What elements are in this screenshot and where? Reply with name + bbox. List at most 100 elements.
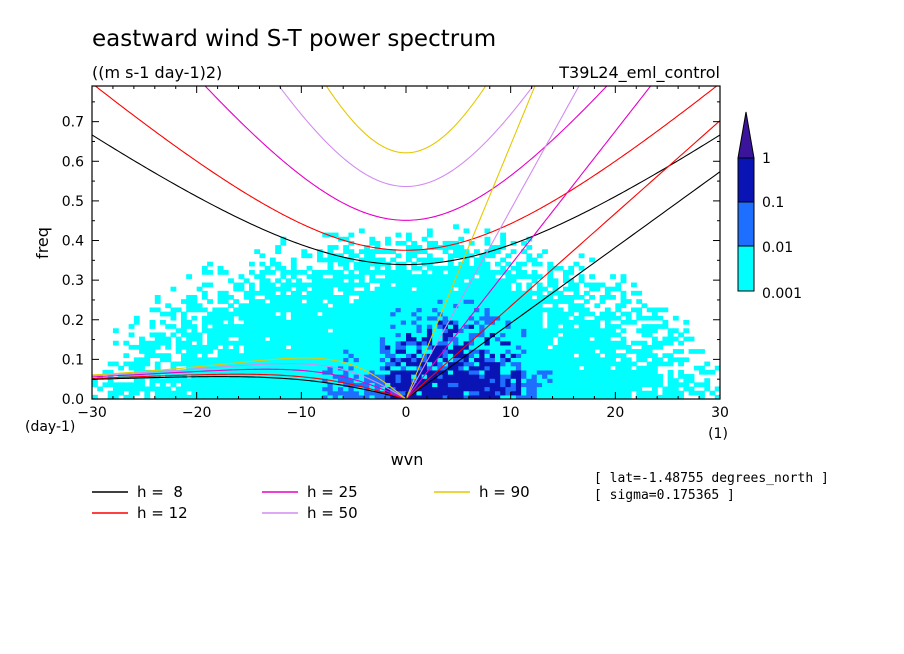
contour-cell <box>212 311 219 317</box>
contour-cell <box>306 282 313 288</box>
contour-cell <box>604 307 611 313</box>
contour-cell <box>275 357 281 363</box>
contour-cell <box>322 270 329 275</box>
contour-cell <box>484 319 491 325</box>
contour-cell <box>578 303 585 309</box>
contour-cell <box>610 394 616 399</box>
contour-cell <box>385 290 391 296</box>
contour-cell <box>447 299 454 304</box>
contour-cell <box>672 386 679 392</box>
contour-cell <box>285 357 292 363</box>
contour-cell <box>604 382 611 388</box>
contour-cell <box>385 303 391 309</box>
contour-cell <box>599 294 606 300</box>
contour-cell <box>217 265 224 271</box>
contour-cell <box>631 340 637 346</box>
contour-cell <box>636 311 643 317</box>
contour-cell <box>604 349 611 354</box>
contour-cell <box>515 315 522 321</box>
contour-cell <box>180 361 187 367</box>
contour-cell <box>411 324 418 329</box>
contour-cell <box>201 390 208 396</box>
contour-cell <box>306 311 313 317</box>
contour-cell <box>510 336 517 342</box>
contour-cell <box>667 386 674 392</box>
contour-cell <box>254 374 261 379</box>
contour-cell <box>139 361 145 367</box>
contour-cell <box>123 394 130 399</box>
contour-cell <box>416 245 423 250</box>
contour-cell <box>395 357 402 363</box>
contour-cell <box>238 282 245 288</box>
contour-cell <box>479 311 486 317</box>
contour-cell <box>636 378 643 383</box>
contour-cell <box>421 311 428 317</box>
contour-cell <box>379 349 386 354</box>
contour-cell <box>311 328 318 334</box>
contour-cell <box>175 378 182 383</box>
contour-cell <box>416 344 423 350</box>
contour-cell <box>296 394 302 399</box>
contour-cell <box>583 365 590 371</box>
contour-cell <box>479 270 486 275</box>
contour-cell <box>233 378 240 383</box>
contour-cell <box>280 311 287 317</box>
contour-cell <box>636 374 643 379</box>
contour-cell <box>301 332 308 338</box>
contour-cell <box>133 390 140 396</box>
contour-cell <box>599 382 606 388</box>
contour-cell <box>557 319 564 325</box>
contour-cell <box>631 369 637 375</box>
contour-cell <box>578 274 585 279</box>
contour-cell <box>264 369 271 375</box>
contour-cell <box>494 299 501 304</box>
contour-cell <box>212 340 219 346</box>
contour-cell <box>353 332 360 338</box>
contour-cell <box>290 261 297 267</box>
contour-cell <box>515 328 522 334</box>
contour-cell <box>290 328 297 334</box>
contour-cell <box>254 340 261 346</box>
contour-cell <box>557 336 564 342</box>
contour-cell <box>563 361 569 367</box>
contour-cell <box>447 369 454 375</box>
contour-cell <box>479 265 486 271</box>
contour-cell <box>406 332 412 338</box>
contour-cell <box>437 394 444 399</box>
contour-cell <box>636 349 643 354</box>
contour-cell <box>542 340 548 346</box>
contour-cell <box>552 286 559 292</box>
contour-cell <box>547 390 554 396</box>
contour-cell <box>672 378 679 383</box>
contour-cell <box>311 315 318 321</box>
contour-cell <box>327 282 334 288</box>
sigma-annotation: [ sigma=0.175365 ] <box>594 488 735 503</box>
contour-cell <box>505 319 512 325</box>
contour-cell <box>191 394 198 399</box>
contour-cell <box>332 390 339 396</box>
contour-cell <box>186 324 193 329</box>
contour-cell <box>196 357 203 363</box>
contour-cell <box>285 386 292 392</box>
contour-cell <box>269 349 276 354</box>
contour-cell <box>290 386 297 392</box>
contour-cell <box>301 353 308 358</box>
contour-cell <box>421 386 428 392</box>
contour-cell <box>646 378 653 383</box>
contour-cell <box>651 344 658 350</box>
contour-cell <box>374 299 381 304</box>
contour-cell <box>526 336 533 342</box>
contour-cell <box>165 324 172 329</box>
contour-cell <box>604 340 611 346</box>
contour-cell <box>510 299 517 304</box>
contour-cell <box>175 340 182 346</box>
contour-cell <box>311 336 318 342</box>
contour-cell <box>364 374 370 379</box>
contour-cell <box>510 315 517 321</box>
contour-cell <box>170 307 177 313</box>
contour-cell <box>301 249 308 254</box>
contour-cell <box>290 257 297 263</box>
contour-cell <box>180 328 187 334</box>
contour-cell <box>526 349 533 354</box>
contour-cell <box>186 340 193 346</box>
